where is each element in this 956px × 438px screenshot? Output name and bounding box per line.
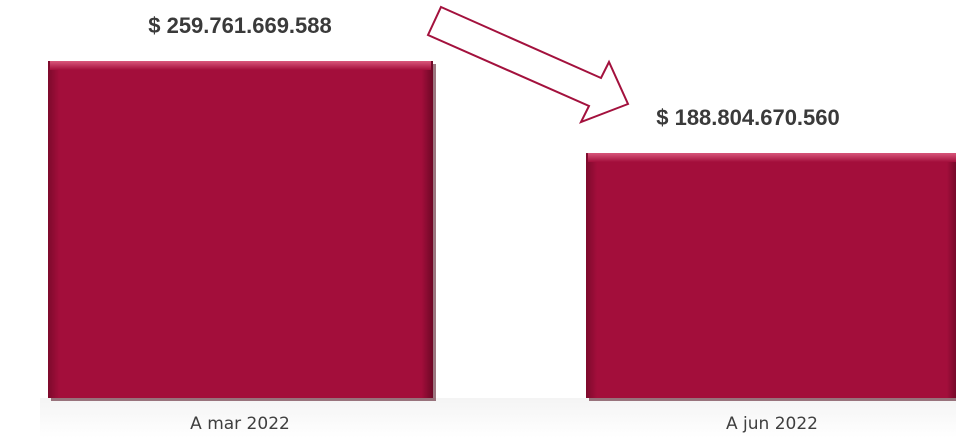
bars — [48, 61, 956, 401]
data-label-a-jun-2022: $ 188.804.670.560 — [656, 105, 840, 130]
category-label-a-mar-2022: A mar 2022 — [190, 414, 290, 434]
bar-bevel-a-mar-2022 — [50, 61, 431, 70]
data-label-a-mar-2022: $ 259.761.669.588 — [148, 13, 332, 38]
bar-bevel-a-jun-2022 — [588, 153, 956, 163]
decrease-arrow — [426, 5, 630, 124]
bar-a-jun-2022 — [586, 153, 956, 398]
category-label-a-jun-2022: A jun 2022 — [726, 414, 818, 434]
bar-a-mar-2022 — [48, 61, 433, 398]
category-axis-band — [40, 398, 956, 438]
